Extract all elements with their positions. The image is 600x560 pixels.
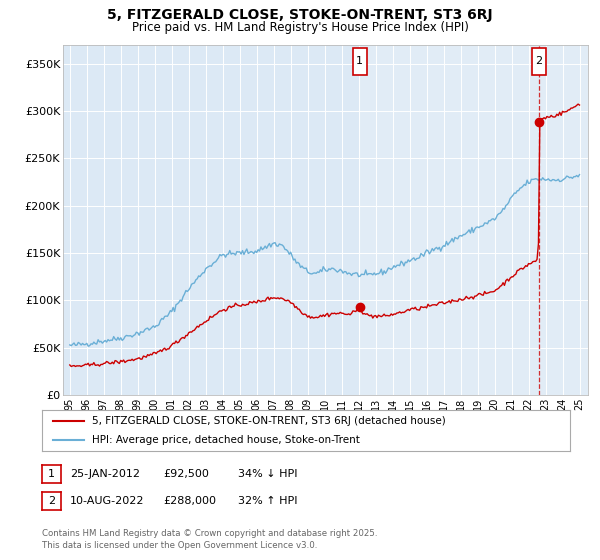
Text: 5, FITZGERALD CLOSE, STOKE-ON-TRENT, ST3 6RJ (detached house): 5, FITZGERALD CLOSE, STOKE-ON-TRENT, ST3… <box>92 417 446 426</box>
Text: 25-JAN-2012: 25-JAN-2012 <box>70 469 140 479</box>
Text: 5, FITZGERALD CLOSE, STOKE-ON-TRENT, ST3 6RJ: 5, FITZGERALD CLOSE, STOKE-ON-TRENT, ST3… <box>107 8 493 22</box>
Text: £288,000: £288,000 <box>163 496 216 506</box>
Text: 10-AUG-2022: 10-AUG-2022 <box>70 496 145 506</box>
Text: 1: 1 <box>356 57 364 67</box>
Text: Price paid vs. HM Land Registry's House Price Index (HPI): Price paid vs. HM Land Registry's House … <box>131 21 469 34</box>
FancyBboxPatch shape <box>353 48 367 74</box>
Text: 2: 2 <box>535 57 542 67</box>
Text: 34% ↓ HPI: 34% ↓ HPI <box>238 469 298 479</box>
Bar <box>360 45 588 395</box>
Text: HPI: Average price, detached house, Stoke-on-Trent: HPI: Average price, detached house, Stok… <box>92 435 360 445</box>
Text: £92,500: £92,500 <box>163 469 209 479</box>
Text: 1: 1 <box>48 469 55 479</box>
FancyBboxPatch shape <box>532 48 545 74</box>
Text: Contains HM Land Registry data © Crown copyright and database right 2025.
This d: Contains HM Land Registry data © Crown c… <box>42 529 377 550</box>
Text: 32% ↑ HPI: 32% ↑ HPI <box>238 496 298 506</box>
Text: 2: 2 <box>48 496 55 506</box>
